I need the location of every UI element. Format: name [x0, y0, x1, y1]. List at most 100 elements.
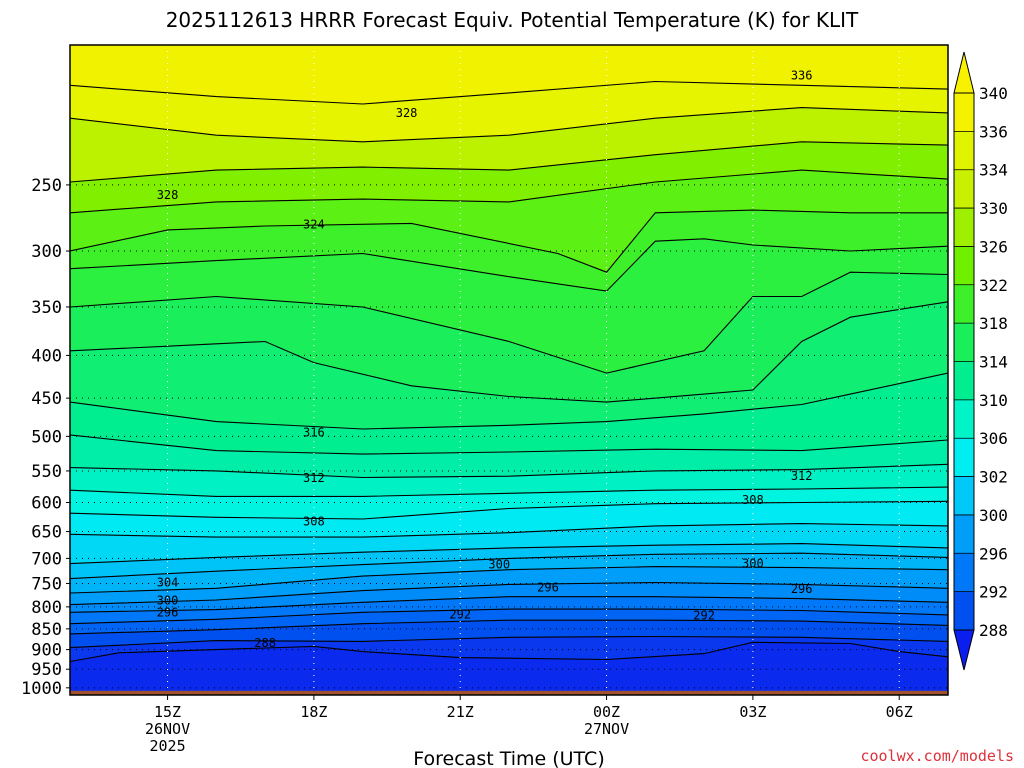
- colorbar-segment: [954, 361, 974, 401]
- x-tick-label: 2025: [149, 737, 185, 755]
- contour-line: [70, 543, 948, 565]
- colorbar-segment: [954, 591, 974, 631]
- contour-label: 308: [742, 493, 764, 507]
- colorbar-segment: [954, 284, 974, 324]
- colorbar-label: 330: [979, 199, 1008, 218]
- y-tick-label: 900: [31, 641, 62, 661]
- y-axis: 2503003504004505005506006507007508008509…: [21, 176, 70, 699]
- colorbar-label: 302: [979, 468, 1008, 487]
- contour-line: [70, 486, 948, 497]
- x-tick-label: 27NOV: [584, 720, 629, 738]
- contour-label: 300: [488, 558, 510, 572]
- contour-line: [70, 500, 948, 520]
- contour-label: 328: [396, 106, 418, 120]
- colorbar-label: 314: [979, 353, 1008, 372]
- contour-label: 292: [449, 607, 471, 621]
- contour-label: 336: [791, 69, 813, 83]
- contour-line: [70, 107, 948, 143]
- contour-line: [70, 271, 948, 374]
- plot-frame: [69, 44, 949, 696]
- x-tick-label: 03Z: [739, 703, 766, 721]
- y-tick-label: 550: [31, 462, 62, 482]
- contour-line: [70, 635, 948, 649]
- x-tick-label: 21Z: [447, 703, 474, 721]
- credit-text[interactable]: coolwx.com/models: [860, 747, 1014, 765]
- contour-band: [70, 642, 948, 695]
- contour-line: [70, 596, 948, 613]
- ground-surface: [70, 690, 948, 695]
- contour-label: 288: [254, 636, 276, 650]
- y-tick-label: 1000: [21, 679, 62, 699]
- contour-band: [70, 695, 948, 715]
- contour-label: 300: [157, 593, 179, 607]
- contour-line: [70, 608, 948, 625]
- colorbar-label: 300: [979, 506, 1008, 525]
- colorbar-segment: [954, 131, 974, 171]
- contour-label: 328: [157, 188, 179, 202]
- contour-label: 296: [791, 582, 813, 596]
- colorbar: 340 336 334 330 326 322 318 314 310 306 302 300 296 2…: [953, 51, 1008, 671]
- colorbar-segment: [954, 323, 974, 362]
- chart-title: 2025112613 HRRR Forecast Equiv. Potentia…: [166, 8, 859, 32]
- y-tick-label: 450: [31, 389, 62, 409]
- colorbar-segment: [954, 476, 974, 516]
- contour-label: 304: [157, 575, 179, 589]
- contour-label: 316: [303, 426, 325, 440]
- colorbar-segment: [954, 553, 974, 593]
- contour-line: [70, 523, 948, 538]
- colorbar-label: 336: [979, 122, 1008, 141]
- colorbar-label: 326: [979, 237, 1008, 256]
- contour-line: [70, 238, 948, 292]
- grid-lines: [70, 45, 948, 695]
- x-tick-label: 26NOV: [145, 720, 190, 738]
- contour-label: 312: [303, 471, 325, 485]
- colorbar-extend-top: [953, 51, 975, 94]
- colorbar-label: 296: [979, 544, 1008, 563]
- colorbar-label: 292: [979, 583, 1008, 602]
- colorbar-label: 318: [979, 314, 1008, 333]
- colorbar-label: 310: [979, 391, 1008, 410]
- contour-line: [70, 566, 948, 594]
- x-tick-label: 18Z: [300, 703, 327, 721]
- x-tick-label: 00Z: [593, 703, 620, 721]
- contour-line: [70, 581, 948, 606]
- contour-label: 296: [157, 605, 179, 619]
- contour-label: 292: [693, 608, 715, 622]
- colorbar-label: 334: [979, 161, 1008, 180]
- contour-line: [70, 619, 948, 635]
- y-tick-label: 350: [31, 298, 62, 318]
- x-tick-label: 06Z: [886, 703, 913, 721]
- y-tick-label: 400: [31, 346, 62, 366]
- contour-label: 308: [303, 514, 325, 528]
- y-tick-label: 850: [31, 620, 62, 640]
- contour-label: 324: [303, 218, 325, 232]
- y-tick-label: 950: [31, 660, 62, 680]
- y-tick-label: 500: [31, 427, 62, 447]
- contour-line: [70, 80, 948, 105]
- colorbar-segment: [954, 169, 974, 209]
- colorbar-segment: [954, 208, 974, 247]
- colorbar-segment: [954, 438, 974, 478]
- colorbar-extend-bottom: [953, 629, 975, 671]
- y-tick-label: 800: [31, 598, 62, 618]
- colorbar-label: 340: [979, 84, 1008, 103]
- colorbar-segment: [954, 93, 974, 132]
- y-tick-label: 300: [31, 242, 62, 262]
- contour-line: [70, 209, 948, 273]
- x-tick-label: 15Z: [154, 703, 181, 721]
- contour-label: 300: [742, 557, 764, 571]
- contour-line: [70, 301, 948, 403]
- colorbar-segment: [954, 246, 974, 286]
- y-tick-label: 700: [31, 549, 62, 569]
- contour-lines: [70, 80, 948, 663]
- y-tick-label: 600: [31, 494, 62, 514]
- contour-label: 296: [537, 580, 559, 594]
- contour-line: [70, 169, 948, 214]
- contour-line: [70, 434, 948, 455]
- x-axis-label: Forecast Time (UTC): [413, 748, 604, 768]
- contour-label: 312: [791, 469, 813, 483]
- contour-line: [70, 372, 948, 430]
- contour-line: [70, 463, 948, 479]
